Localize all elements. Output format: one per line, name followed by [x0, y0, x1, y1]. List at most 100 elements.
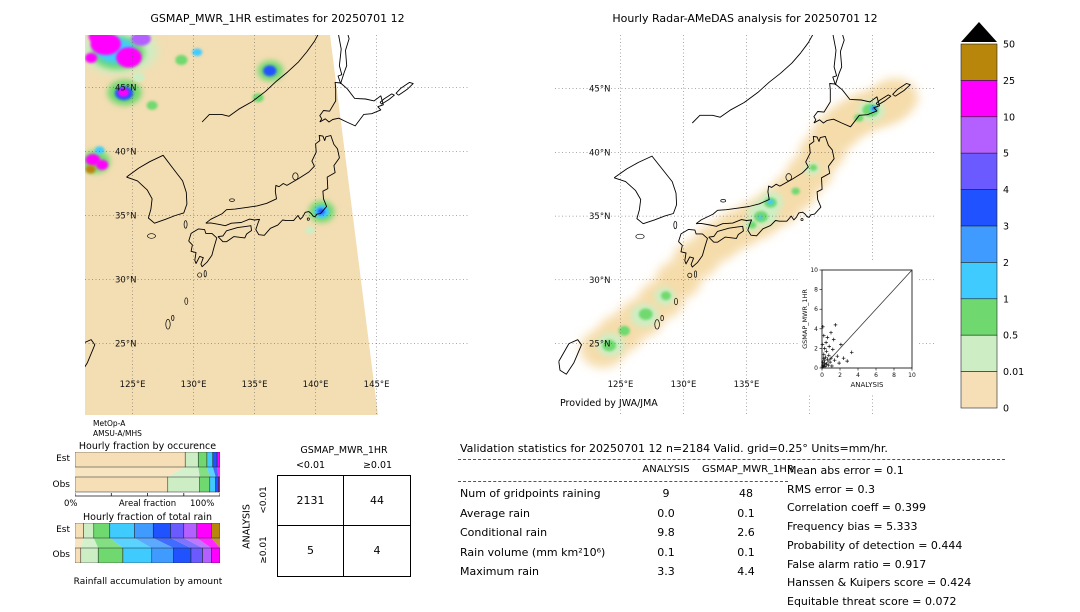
contingency-col-header-2: ≥0.01 [362, 460, 393, 471]
precip-blob [602, 339, 617, 352]
precip-blob [85, 165, 96, 174]
island-outline [654, 319, 660, 330]
scatter-point [837, 361, 841, 365]
precip-blob [85, 154, 101, 166]
scatter-point [831, 347, 835, 352]
satellite-line1: MetOp-A [93, 419, 126, 428]
metric-value: 0.399 [894, 501, 927, 515]
coastline [832, 35, 845, 86]
inset-x-tick-label: 6 [874, 372, 878, 379]
metric-value: 0.424 [939, 576, 972, 590]
inset-x-tick-label: 4 [856, 372, 860, 379]
lon-label: 125°E [120, 380, 146, 390]
precip-blob [132, 72, 145, 82]
inset-y-tick-label: 8 [814, 287, 818, 294]
scatter-point [823, 364, 827, 369]
scatter-point [822, 346, 827, 351]
island-outline [147, 233, 156, 239]
colorbar-segment [960, 80, 998, 118]
precip-blob [192, 48, 203, 57]
island-outline [694, 270, 697, 278]
stat-gsmap-value: 0.1 [737, 545, 755, 559]
scatter-point [841, 356, 846, 360]
stats-divider-header [458, 481, 788, 482]
inset-y-axis-label: GSMAP_MWR_1HR [801, 289, 809, 349]
obs-bar-segment [122, 547, 153, 563]
contingency-cell-miss: 5 [278, 526, 344, 576]
occurrence-axis-100: 100% [190, 499, 215, 509]
stats-header-spacer [460, 464, 630, 475]
stats-title: Validation statistics for 20250701 12 n=… [460, 442, 888, 455]
stats-row-3: Rain volume (mm km²10⁶) 0.1 0.1 [460, 546, 790, 566]
bar-connector [206, 467, 216, 477]
stats-header-gsmap: GSMAP_MWR_1HR [702, 464, 794, 475]
metric-row-4: Probability of detection = 0.444 [787, 538, 963, 552]
scatter-point [831, 337, 836, 342]
metric-row-2: Correlation coeff = 0.399 [787, 501, 927, 515]
inset-y-tick-label: 4 [814, 326, 818, 333]
metric-value: 0.1 [886, 464, 904, 477]
satellite-swath-region [85, 35, 378, 415]
stats-row-4: Maximum rain 3.3 4.4 [460, 565, 790, 585]
contingency-row-header-2: ≥0.01 [259, 536, 269, 564]
occurrence-est-label: Est [56, 454, 70, 464]
stat-label: Conditional rain [460, 526, 548, 539]
metric-value: 5.333 [886, 520, 918, 534]
obs-bar-segment [211, 547, 220, 563]
lat-label: 35°N [589, 212, 610, 222]
lon-label: 130°E [671, 380, 697, 390]
contingency-cell-hit: 4 [373, 544, 381, 557]
colorbar-label: 5 [1003, 149, 1009, 160]
scatter-point [829, 330, 833, 335]
stats-row-1: Average rain 0.0 0.1 [460, 507, 790, 527]
obs-bar-segment [167, 476, 200, 493]
precip-blob [88, 35, 109, 44]
coastline [201, 35, 319, 123]
metric-row-5: False alarm ratio = 0.917 [787, 557, 927, 571]
contingency-row-header-1: <0.01 [259, 486, 269, 514]
obs-bar-segment [80, 547, 99, 563]
bar-connector [167, 467, 200, 477]
stat-analysis-value: 9.8 [657, 526, 675, 539]
colorbar-segment [960, 298, 998, 336]
obs-bar-segment [209, 476, 216, 493]
colorbar-segment [960, 152, 998, 190]
obs-bar-segment [202, 547, 212, 563]
stat-label: Num of gridpoints raining [460, 487, 601, 500]
stats-metrics: Mean abs error = 0.1 RMS error = 0.3 Corre… [787, 462, 971, 612]
metric-label: Mean abs error [787, 464, 871, 477]
stats-row-2: Conditional rain 9.8 2.6 [460, 526, 790, 546]
lat-label: 30°N [115, 276, 136, 286]
stats-row-0: Num of gridpoints raining 9 48 [460, 487, 790, 507]
occurrence-chart-title: Hourly fraction by occurence [78, 441, 217, 452]
metric-row-7: Equitable threat score = 0.072 [787, 594, 957, 608]
lon-label: 145°E [364, 380, 390, 390]
scatter-point [849, 350, 854, 355]
est-bar-segment [75, 523, 84, 539]
inset-x-tick-label: 0 [820, 372, 824, 379]
stat-label: Rain volume (mm km²10⁶) [460, 545, 606, 559]
stat-gsmap-value: 0.1 [737, 506, 755, 520]
metric-row-0: Mean abs error = 0.1 [787, 464, 904, 477]
island-outline [183, 220, 188, 229]
inset-y-tick-label: 6 [814, 306, 818, 313]
inset-x-tick-label: 10 [908, 372, 916, 379]
precip-blob [94, 146, 105, 154]
coastline [188, 228, 218, 268]
inset-y-tick-label: 2 [814, 345, 818, 352]
metric-value: 0.3 [857, 482, 875, 496]
coastline [395, 81, 414, 96]
precip-blob [317, 208, 325, 215]
lat-label: 45°N [115, 84, 136, 94]
inset-x-axis-label: ANALYSIS [850, 381, 884, 389]
colorbar-label: 0 [1003, 404, 1009, 415]
coastline [613, 155, 678, 225]
obs-bar-segment [199, 476, 211, 493]
precip-blob [618, 325, 630, 336]
island-outline [785, 173, 792, 182]
stat-label: Maximum rain [460, 565, 539, 578]
data-credit: Provided by JWA/JMA [560, 398, 658, 409]
occurrence-axis-0: 0% [64, 499, 78, 509]
metric-label: Hanssen & Kuipers score [787, 576, 924, 590]
